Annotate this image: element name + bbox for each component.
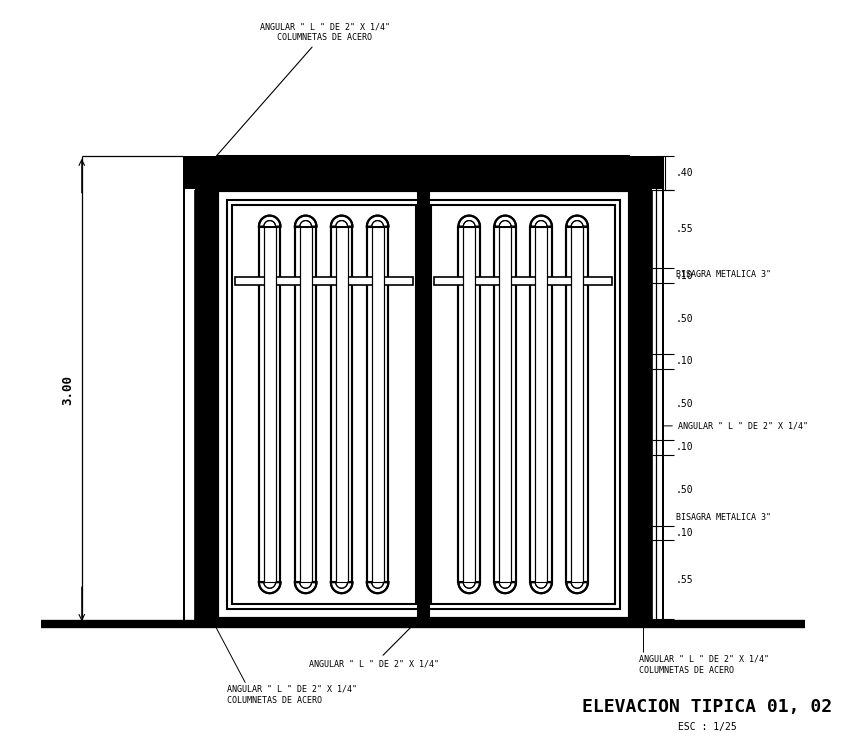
Polygon shape [331,582,352,593]
Bar [372,227,383,582]
Polygon shape [566,215,588,227]
Text: ANGULAR " L " DE 2" X 1/4": ANGULAR " L " DE 2" X 1/4" [358,168,488,177]
Bar [336,227,348,582]
Bar [259,227,280,582]
Text: ANGULAR " L " DE 2" X 1/4": ANGULAR " L " DE 2" X 1/4" [655,421,808,430]
Polygon shape [264,582,275,588]
Polygon shape [372,221,383,227]
Bar [367,227,388,582]
Text: .10: .10 [676,528,694,538]
Text: ELEVACION TIPICA 01, 02: ELEVACION TIPICA 01, 02 [583,698,832,716]
Polygon shape [264,221,275,227]
Text: .50: .50 [676,485,694,495]
Text: .10: .10 [676,357,694,367]
Text: .55: .55 [676,224,694,234]
Polygon shape [535,221,547,227]
Text: COLUMNETAS DE ACERO: COLUMNETAS DE ACERO [227,696,322,705]
Bar [217,156,630,190]
Bar [458,227,480,582]
Text: BISAGRA METALICA 3": BISAGRA METALICA 3" [676,270,771,279]
Polygon shape [531,215,552,227]
Text: .50: .50 [676,314,694,324]
Bar [566,227,588,582]
Text: ANGULAR " L " DE 2" X 1/4": ANGULAR " L " DE 2" X 1/4" [227,685,357,694]
Text: ANGULAR " L " DE 2" X 1/4": ANGULAR " L " DE 2" X 1/4" [639,655,769,664]
Polygon shape [535,582,547,588]
Text: .55: .55 [676,575,694,584]
Bar [185,189,194,622]
Bar [295,227,317,582]
Bar [652,189,662,622]
Polygon shape [299,221,312,227]
Bar [434,277,612,284]
Bar [183,156,220,624]
Bar [571,227,583,582]
Bar [463,227,475,582]
Bar [531,227,552,582]
Polygon shape [458,215,480,227]
Bar [535,227,547,582]
Polygon shape [299,582,312,588]
Polygon shape [331,215,352,227]
Bar [418,190,429,619]
Text: .10: .10 [676,271,694,280]
Polygon shape [566,582,588,593]
Text: .40: .40 [676,168,694,178]
Text: .50: .50 [676,399,694,410]
Polygon shape [458,582,480,593]
Polygon shape [367,215,388,227]
Bar [299,227,312,582]
Polygon shape [336,221,348,227]
Polygon shape [463,582,475,588]
Bar [227,200,620,609]
Polygon shape [295,215,317,227]
Polygon shape [295,582,317,593]
Polygon shape [367,582,388,593]
Text: BISAGRA METALICA 3": BISAGRA METALICA 3" [676,513,771,522]
Bar [432,205,615,604]
Bar [235,277,413,284]
Polygon shape [259,215,280,227]
Bar [500,227,511,582]
Text: .10: .10 [676,442,694,452]
Polygon shape [463,221,475,227]
Bar [630,156,664,624]
Bar [264,227,275,582]
Text: COLUMNETAS DE ACERO: COLUMNETAS DE ACERO [639,666,734,675]
Polygon shape [500,221,511,227]
Bar [331,227,352,582]
Text: 3.00: 3.00 [61,375,74,405]
Polygon shape [494,582,516,593]
Polygon shape [336,582,348,588]
Polygon shape [571,221,583,227]
Polygon shape [494,215,516,227]
Polygon shape [571,582,583,588]
Text: ANGULAR " L " DE 2" X 1/4": ANGULAR " L " DE 2" X 1/4" [309,617,439,669]
Bar [232,205,416,604]
Bar [494,227,516,582]
Polygon shape [500,582,511,588]
Polygon shape [531,582,552,593]
Polygon shape [372,582,383,588]
Text: ESC : 1/25: ESC : 1/25 [677,722,736,732]
Polygon shape [259,582,280,593]
Text: ANGULAR " L " DE 2" X 1/4"
COLUMNETAS DE ACERO: ANGULAR " L " DE 2" X 1/4" COLUMNETAS DE… [214,23,390,159]
Bar [217,190,630,619]
